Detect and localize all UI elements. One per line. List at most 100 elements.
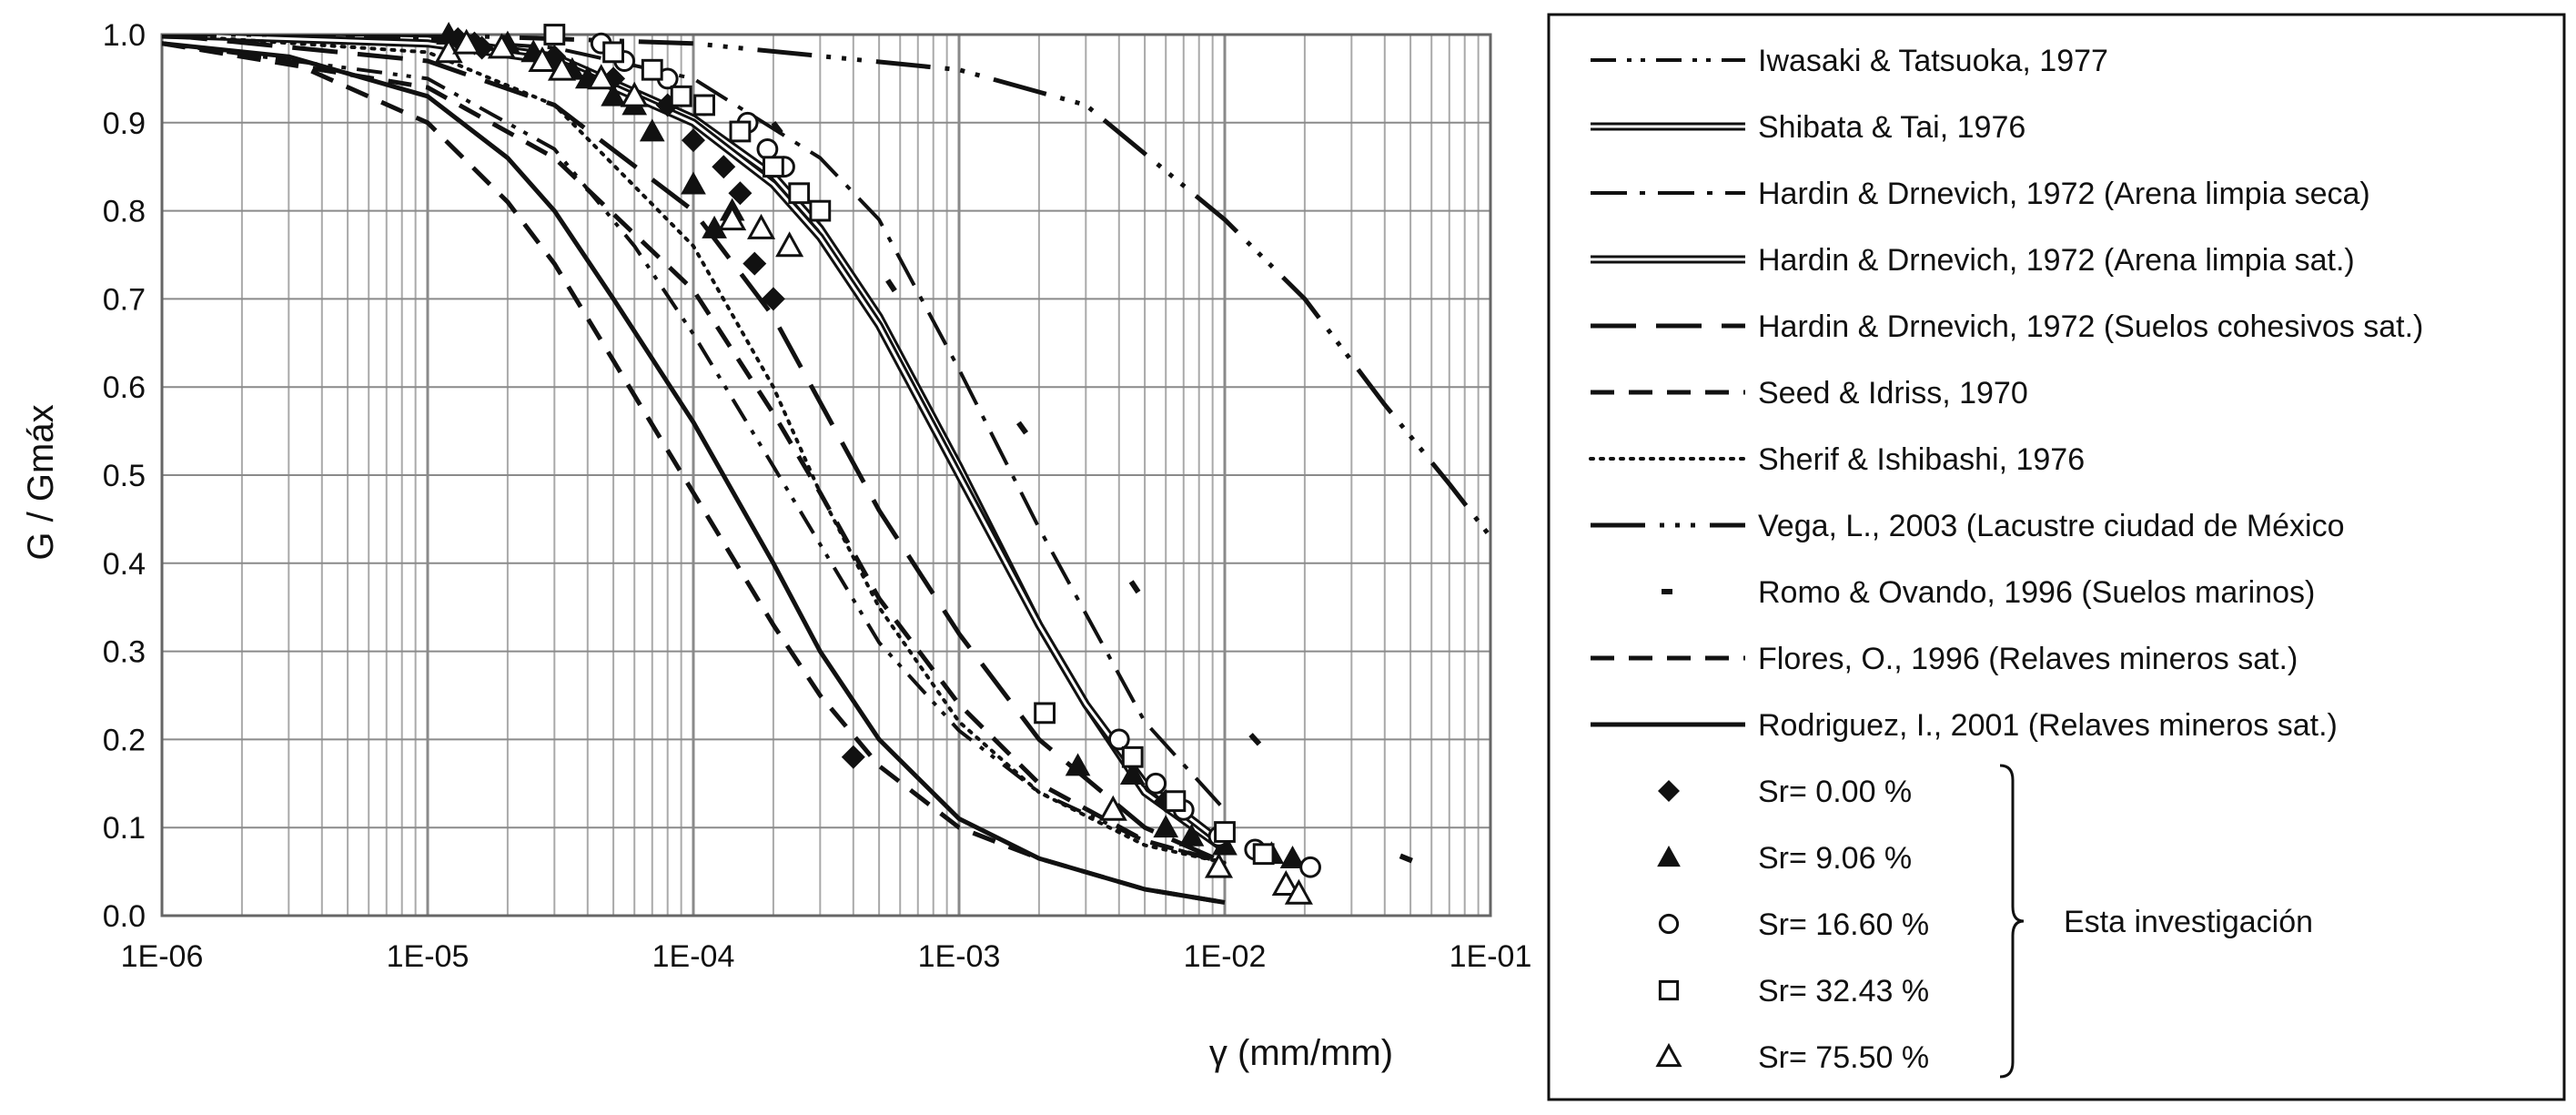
data-point-triangle-open — [1284, 878, 1313, 905]
data-point-square — [670, 85, 692, 107]
data-point-triangle — [1153, 815, 1179, 838]
data-point-square — [1121, 745, 1144, 768]
legend-label: Sr= 32.43 % — [1758, 974, 1929, 1009]
data-point-diamond — [761, 287, 785, 311]
x-tick-labels: 1E-06 1E-05 1E-04 1E-03 1E-02 1E-01 — [121, 939, 1532, 974]
data-point-square — [602, 41, 624, 64]
y-tick-label: 0.2 — [103, 723, 146, 757]
series-lines — [162, 35, 1490, 905]
legend-label: Sherif & Ishibashi, 1976 — [1758, 442, 2085, 477]
plot-border — [160, 33, 1492, 917]
data-point-triangle — [1119, 762, 1146, 786]
scatter-points — [434, 21, 1321, 905]
series-line-7 — [162, 35, 1227, 865]
data-point-square — [1034, 702, 1056, 725]
y-tick-label: 0.0 — [103, 899, 146, 934]
legend-label: Seed & Idriss, 1970 — [1758, 376, 2028, 411]
data-point-square — [809, 199, 832, 222]
legend-label: Hardin & Drnevich, 1972 (Arena limpia se… — [1758, 177, 2370, 211]
data-point-triangle-open — [487, 33, 516, 59]
x-tick-label: 1E-06 — [121, 939, 204, 974]
legend: Iwasaki & Tatsuoka, 1977 Shibata & Tai, 1… — [1589, 44, 2423, 1079]
data-point-square — [1214, 821, 1236, 843]
legend-label: Hardin & Drnevich, 1972 (Arena limpia sa… — [1758, 243, 2355, 278]
legend-label: Sr= 0.00 % — [1758, 775, 1912, 809]
plot-area — [162, 21, 1490, 905]
data-point-triangle-open — [775, 231, 804, 258]
data-point-circle — [756, 137, 779, 160]
y-tick-label: 0.3 — [103, 635, 146, 670]
y-tick-label: 0.8 — [103, 195, 146, 229]
data-point-circle — [1299, 856, 1321, 878]
series-line-3 — [162, 35, 1227, 812]
legend-label: Flores, O., 1996 (Relaves mineros sat.) — [1758, 642, 2298, 676]
legend-label: Romo & Ovando, 1996 (Suelos marinos) — [1758, 575, 2315, 610]
legend-label: Sr= 75.50 % — [1758, 1040, 1929, 1075]
legend-label: Iwasaki & Tatsuoka, 1977 — [1758, 44, 2108, 78]
x-tick-label: 1E-01 — [1450, 939, 1532, 974]
data-point-diamond — [742, 251, 767, 276]
data-point-triangle-open — [1204, 852, 1234, 878]
bracket-label: Esta investigación — [2064, 905, 2313, 939]
legend-marker-triangle-open — [1655, 1042, 1682, 1068]
data-point-diamond — [728, 181, 753, 206]
legend-marker-triangle — [1657, 845, 1681, 867]
y-tick-label: 0.9 — [103, 106, 146, 141]
data-point-triangle-open — [718, 205, 747, 231]
data-point-triangle-open — [1271, 870, 1300, 897]
data-point-square — [1164, 790, 1187, 813]
data-point-square — [543, 24, 566, 46]
data-point-triangle — [1178, 823, 1205, 846]
data-point-square — [641, 58, 663, 81]
data-point-triangle-open — [452, 28, 481, 55]
data-point-triangle — [1279, 846, 1306, 868]
y-tick-label: 0.4 — [103, 547, 146, 582]
data-point-square — [788, 182, 811, 205]
legend-marker-square — [1658, 979, 1680, 1001]
y-tick-label: 0.1 — [103, 811, 146, 846]
data-point-diamond — [841, 745, 865, 769]
legend-label: Sr= 9.06 % — [1758, 841, 1912, 876]
x-tick-label: 1E-04 — [652, 939, 735, 974]
y-tick-label: 0.5 — [103, 459, 146, 493]
data-point-triangle-open — [620, 81, 649, 107]
data-point-square — [763, 156, 784, 178]
data-point-circle — [1107, 728, 1130, 751]
x-tick-label: 1E-05 — [387, 939, 470, 974]
legend-label: Sr= 16.60 % — [1758, 907, 1929, 942]
data-point-triangle — [639, 118, 665, 142]
data-point-triangle — [1065, 753, 1091, 776]
data-point-triangle-open — [1098, 795, 1127, 821]
data-point-triangle — [681, 171, 706, 195]
data-point-square — [729, 120, 752, 143]
y-axis-label: G / Gmáx — [21, 404, 61, 560]
legend-marker-diamond — [1658, 780, 1680, 802]
data-point-triangle-open — [746, 213, 776, 239]
data-point-diamond — [682, 128, 705, 153]
data-point-triangle-open — [528, 46, 557, 72]
y-tick-label: 1.0 — [103, 18, 146, 53]
y-tick-label: 0.6 — [103, 370, 146, 405]
data-point-circle — [1145, 772, 1167, 795]
legend-label: Rodriguez, I., 2001 (Relaves mineros sat… — [1758, 708, 2338, 743]
data-point-diamond — [712, 155, 736, 179]
data-point-triangle-open — [547, 55, 577, 81]
legend-box — [1547, 13, 2566, 1101]
legend-bracket — [1999, 764, 2025, 1079]
series-line-11 — [162, 41, 1226, 905]
data-point-square — [1252, 843, 1275, 866]
legend-marker-circle — [1658, 913, 1680, 935]
legend-label: Shibata & Tai, 1976 — [1758, 110, 2025, 145]
data-point-triangle-open — [587, 64, 616, 90]
data-point-triangle — [601, 83, 626, 106]
x-tick-label: 1E-02 — [1184, 939, 1267, 974]
legend-label: Hardin & Drnevich, 1972 (Suelos cohesivo… — [1758, 309, 2423, 344]
y-tick-label: 0.7 — [103, 282, 146, 317]
y-tick-labels: 0.0 0.1 0.2 0.3 0.4 0.5 0.6 0.7 0.8 0.9 1.0 — [103, 18, 146, 934]
x-axis-label: γ (mm/mm) — [1209, 1033, 1393, 1073]
series-line-8 — [162, 35, 1490, 539]
data-point-square — [693, 94, 715, 117]
legend-label: Vega, L., 2003 (Lacustre ciudad de Méxic… — [1758, 509, 2345, 543]
x-tick-label: 1E-03 — [918, 939, 1001, 974]
